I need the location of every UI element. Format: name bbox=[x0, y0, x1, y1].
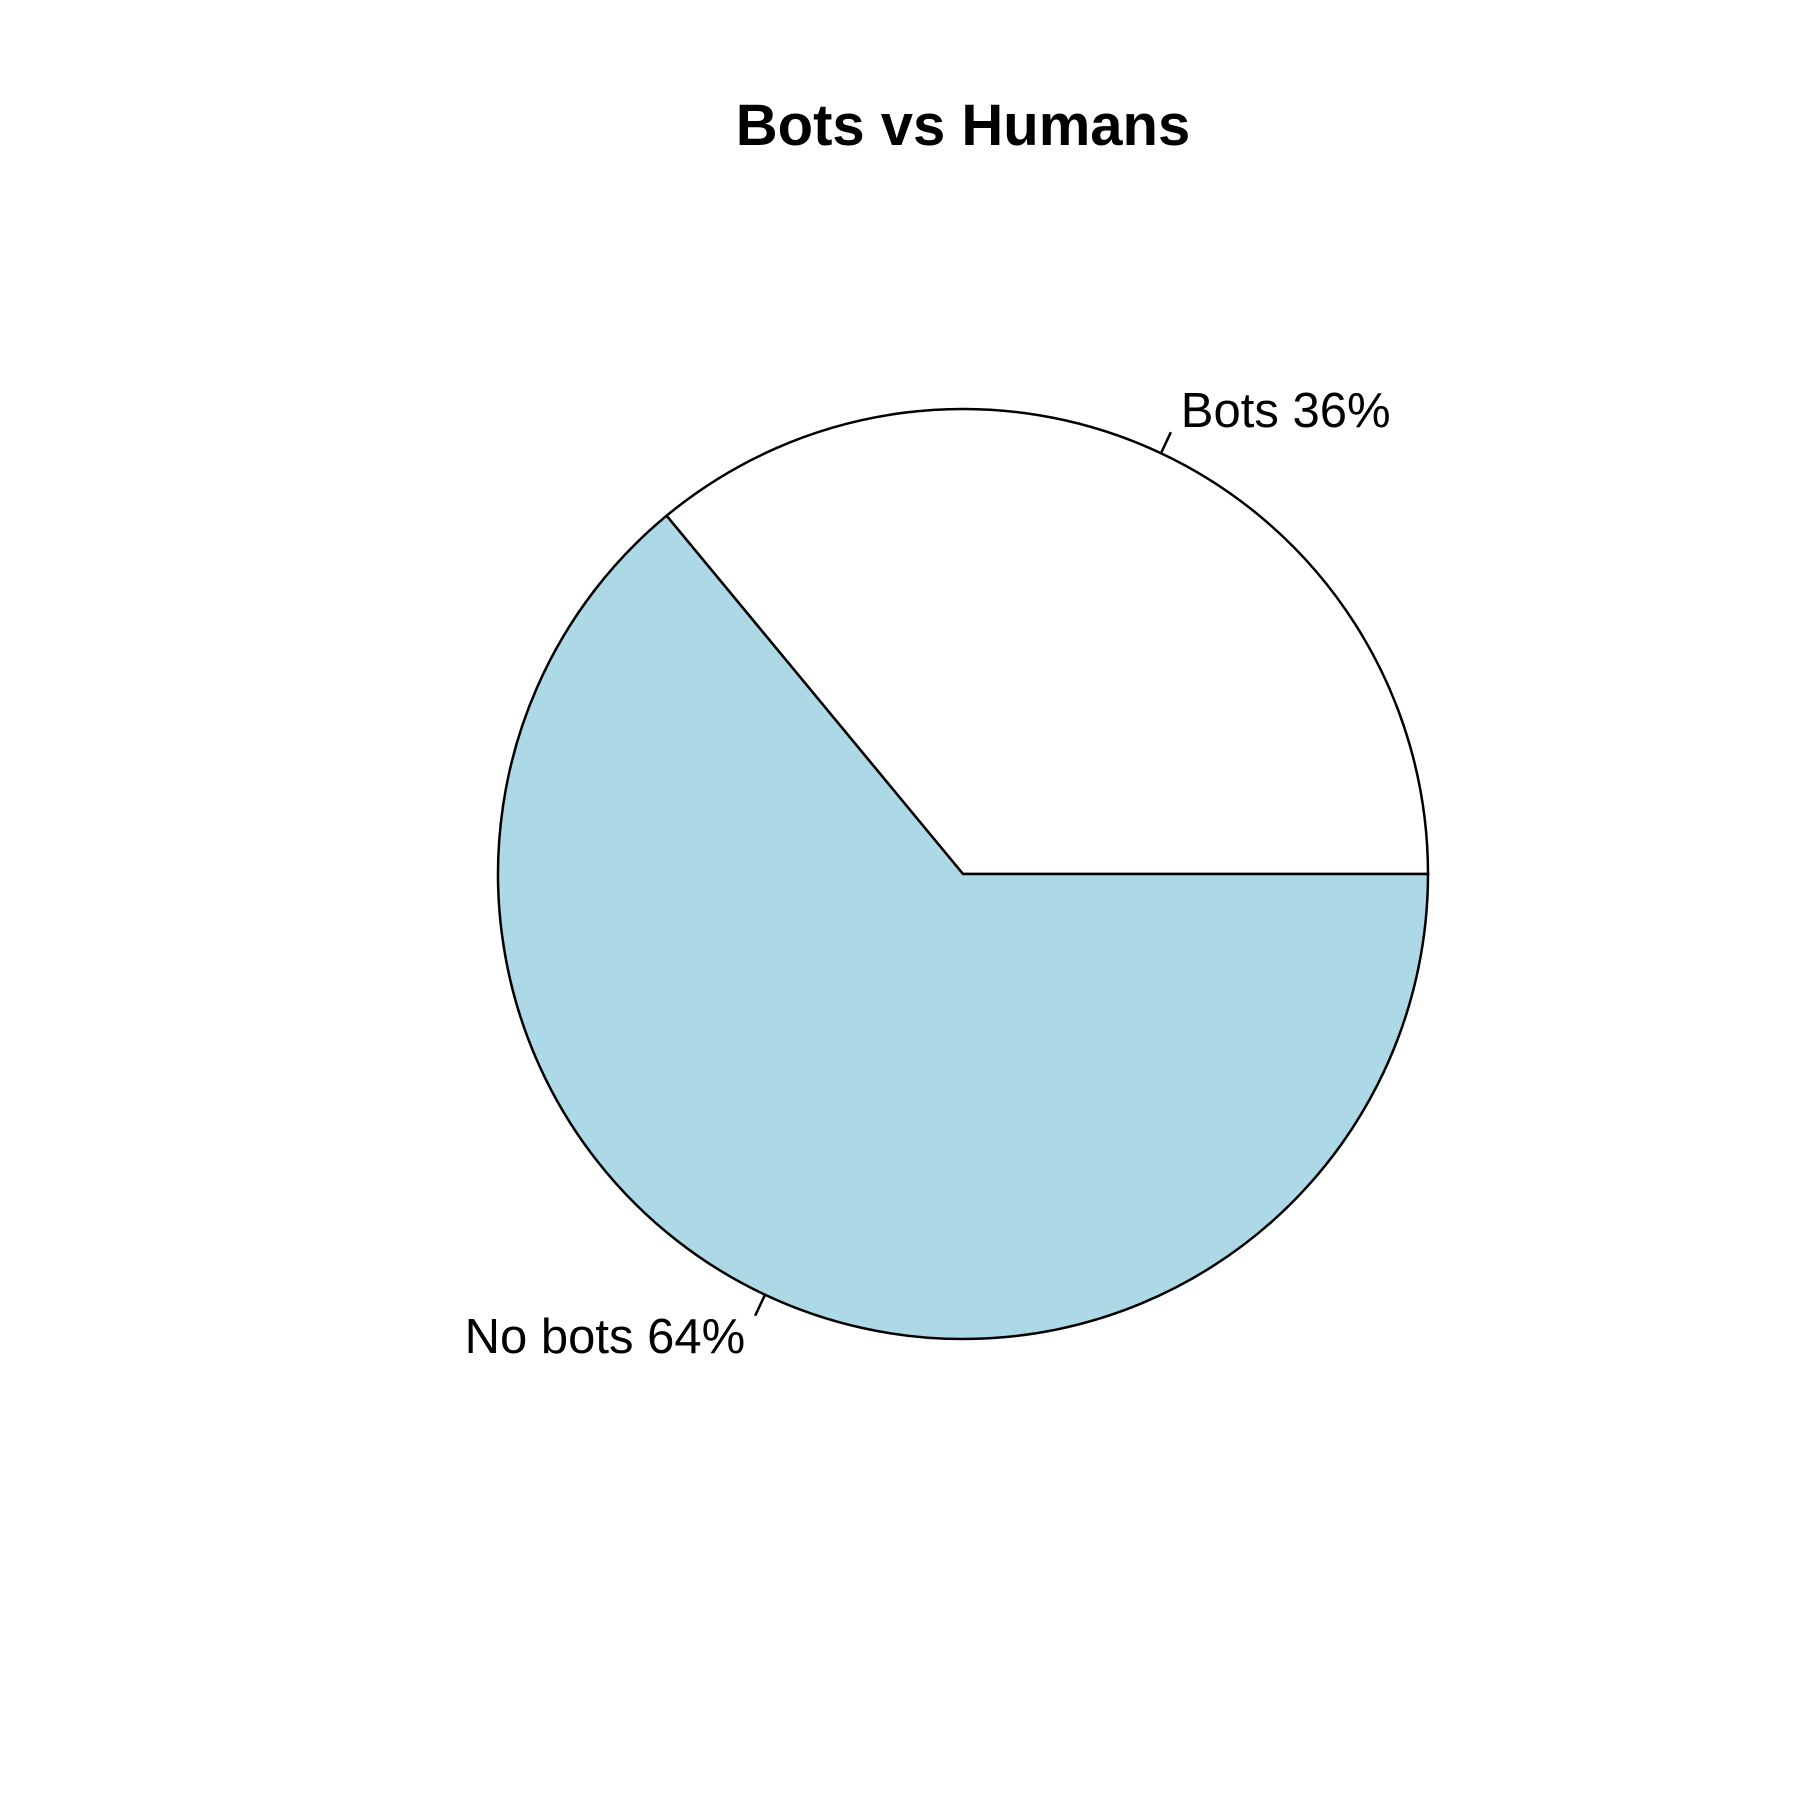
chart-title: Bots vs Humans bbox=[736, 93, 1190, 158]
pie-slice-0 bbox=[664, 407, 1430, 876]
pie-slice-label-1: No bots 64% bbox=[465, 1310, 746, 1364]
pie-leader-0 bbox=[1159, 431, 1173, 454]
pie-slice-label-0: Bots 36% bbox=[1181, 384, 1391, 438]
pie-slice-1 bbox=[496, 513, 1430, 1341]
slices-layer bbox=[496, 407, 1430, 1341]
pie-leader-1 bbox=[753, 1294, 767, 1317]
labels-layer: Bots 36% No bots 64% bbox=[465, 384, 1391, 1364]
